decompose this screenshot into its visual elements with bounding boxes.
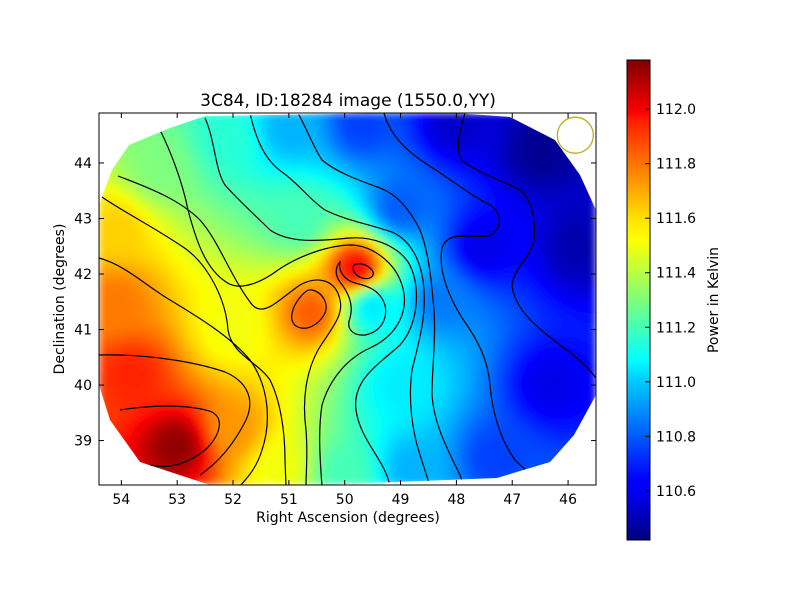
contour-line: [352, 263, 374, 280]
colorbar-tick-label: 111.0: [656, 375, 696, 391]
colorbar-axis: 110.6 110.8 111.0 111.2 111.4 111.6 111.8 112.0: [645, 102, 696, 500]
colorbar-tick-label: 112.0: [656, 102, 696, 118]
y-axis-label: Declination (degrees): [52, 224, 68, 375]
contour-line: [119, 405, 220, 468]
contour-line: [159, 129, 406, 485]
chart-title: 3C84, ID:18284 image (1550.0,YY): [200, 91, 496, 111]
contour-line: [383, 113, 541, 483]
colorbar-tick-label: 110.8: [656, 429, 696, 445]
colorbar-tick-label: 111.4: [656, 266, 696, 282]
colorbar-tick-label: 111.2: [656, 320, 696, 336]
x-axis: 54 53 52 51 50 49 48 47 46: [112, 113, 577, 508]
x-tick-label: 47: [503, 492, 521, 508]
x-tick-label: 49: [392, 492, 410, 508]
y-tick-label: 43: [74, 211, 92, 227]
y-axis: 39 40 41 42 43 44: [74, 156, 596, 450]
beam-marker: [556, 116, 594, 154]
x-tick-label: 54: [112, 492, 130, 508]
colorbar-label: Power in Kelvin: [706, 247, 722, 353]
y-tick-label: 39: [74, 434, 92, 450]
x-tick-label: 50: [336, 492, 354, 508]
contour-line: [204, 117, 418, 485]
contour-line: [117, 175, 342, 485]
contour-line: [99, 194, 287, 485]
x-tick-label: 46: [559, 492, 577, 508]
contour-line: [291, 289, 327, 329]
x-tick-label: 53: [168, 492, 186, 508]
contour-line: [99, 257, 268, 485]
heatmap-image: [99, 113, 596, 485]
colorbar: [626, 59, 651, 541]
y-tick-label: 44: [74, 156, 92, 172]
contour-lines: [99, 113, 596, 485]
y-tick-label: 40: [74, 378, 92, 394]
plot-frame: [98, 112, 597, 486]
colorbar-tick-label: 111.6: [656, 211, 696, 227]
y-tick-label: 42: [74, 267, 92, 283]
contour-line: [297, 113, 465, 485]
contour-line: [99, 354, 251, 476]
contour-line: [457, 113, 596, 379]
y-tick-label: 41: [74, 323, 92, 339]
x-tick-label: 52: [224, 492, 242, 508]
contour-line: [249, 113, 431, 485]
x-tick-label: 51: [280, 492, 298, 508]
contour-line: [335, 260, 387, 336]
x-axis-label: Right Ascension (degrees): [256, 510, 440, 526]
colorbar-tick-label: 111.8: [656, 157, 696, 173]
x-tick-label: 48: [447, 492, 465, 508]
colorbar-tick-label: 110.6: [656, 484, 696, 500]
